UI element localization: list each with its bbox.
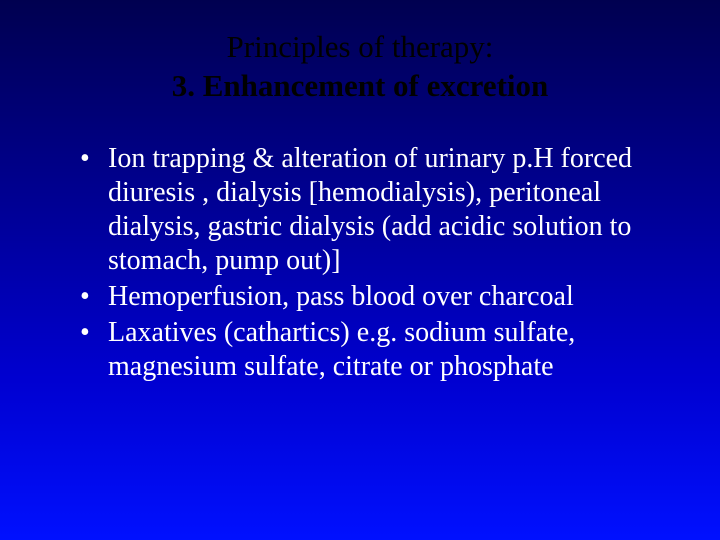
bullet-list: Ion trapping & alteration of urinary p.H… (50, 142, 670, 385)
list-item: Hemoperfusion, pass blood over charcoal (80, 280, 660, 314)
bullet-text: Hemoperfusion, pass blood over charcoal (108, 281, 574, 312)
slide-title: Principles of therapy: 3. Enhancement of… (50, 28, 670, 106)
list-item: Laxatives (cathartics) e.g. sodium sulfa… (80, 316, 660, 384)
bullet-text: Laxatives (cathartics) e.g. sodium sulfa… (108, 317, 575, 382)
title-line-2: 3. Enhancement of excretion (50, 67, 670, 106)
slide: Principles of therapy: 3. Enhancement of… (0, 0, 720, 540)
title-line-1: Principles of therapy: (50, 28, 670, 67)
list-item: Ion trapping & alteration of urinary p.H… (80, 142, 660, 279)
bullet-text: Ion trapping & alteration of urinary p.H… (108, 143, 632, 276)
